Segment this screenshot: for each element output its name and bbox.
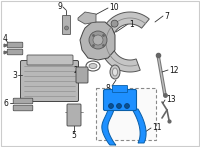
Circle shape — [108, 103, 114, 108]
Ellipse shape — [89, 64, 97, 69]
Polygon shape — [80, 22, 115, 60]
Text: 10: 10 — [109, 2, 119, 11]
FancyBboxPatch shape — [7, 42, 23, 48]
Circle shape — [93, 35, 103, 45]
FancyBboxPatch shape — [7, 49, 23, 55]
Circle shape — [64, 26, 68, 30]
FancyBboxPatch shape — [96, 88, 156, 140]
FancyBboxPatch shape — [67, 104, 81, 126]
FancyBboxPatch shape — [104, 90, 136, 111]
Text: 4: 4 — [3, 34, 8, 42]
Text: 2: 2 — [73, 66, 78, 75]
Text: 6: 6 — [3, 98, 8, 107]
FancyBboxPatch shape — [1, 1, 199, 146]
Text: 11: 11 — [152, 122, 162, 132]
Circle shape — [124, 103, 130, 108]
Ellipse shape — [112, 68, 118, 76]
Text: 1: 1 — [129, 20, 134, 29]
FancyBboxPatch shape — [13, 98, 33, 104]
FancyBboxPatch shape — [76, 67, 88, 83]
Circle shape — [111, 20, 118, 27]
Text: 7: 7 — [164, 11, 169, 20]
FancyBboxPatch shape — [13, 105, 33, 111]
Polygon shape — [102, 109, 116, 145]
FancyBboxPatch shape — [21, 61, 78, 101]
Polygon shape — [132, 109, 146, 143]
Polygon shape — [100, 12, 149, 72]
FancyBboxPatch shape — [62, 15, 70, 35]
Text: 8: 8 — [106, 83, 111, 92]
Text: 3: 3 — [12, 71, 17, 80]
Ellipse shape — [110, 65, 120, 79]
FancyBboxPatch shape — [112, 86, 128, 92]
Polygon shape — [78, 12, 96, 24]
Text: 13: 13 — [166, 95, 176, 103]
Text: 5: 5 — [71, 131, 76, 140]
Text: 12: 12 — [169, 66, 179, 75]
Text: 9: 9 — [58, 1, 63, 10]
Circle shape — [116, 103, 122, 108]
Circle shape — [89, 31, 107, 49]
FancyBboxPatch shape — [27, 55, 73, 65]
